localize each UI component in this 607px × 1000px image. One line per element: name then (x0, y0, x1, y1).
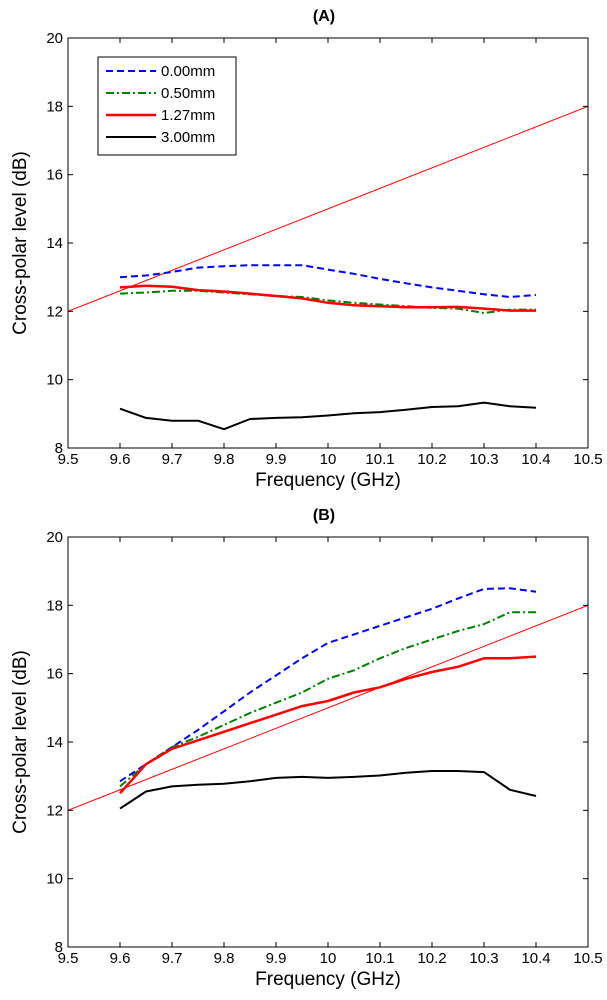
x-tick-label: 9.6 (110, 950, 131, 967)
y-tick-label: 12 (46, 303, 63, 320)
x-axis-label: Frequency (GHz) (255, 969, 401, 990)
series-line-0.50mm (119, 611, 536, 788)
reference-line (68, 105, 588, 312)
y-tick-label: 10 (46, 871, 63, 888)
x-tick-label: 9.9 (266, 950, 287, 967)
x-tick-label: 10.2 (417, 451, 446, 468)
y-tick-label: 20 (46, 30, 63, 47)
legend-label: 0.50mm (161, 85, 215, 102)
y-tick-label: 10 (46, 372, 63, 389)
series-line-0.00mm (119, 264, 537, 298)
y-tick-label: 20 (46, 529, 63, 546)
x-tick-label: 9.8 (214, 950, 235, 967)
x-tick-label: 10.3 (469, 451, 498, 468)
x-tick-label: 9.7 (162, 451, 183, 468)
chart-marks (68, 587, 588, 811)
x-tick-label: 9.5 (58, 451, 79, 468)
series-line-1.27mm (119, 655, 537, 795)
x-axis-label: Frequency (GHz) (255, 470, 401, 491)
y-axis-label: Cross-polar level (dB) (10, 650, 31, 834)
x-tick-label: 10 (320, 950, 337, 967)
x-tick-label: 9.6 (110, 451, 131, 468)
y-tick-label: 18 (46, 597, 63, 614)
y-tick-labels: 8 10 12 14 16 18 20 (46, 30, 63, 457)
x-tick-label: 10.5 (573, 451, 602, 468)
y-axis-label: Cross-polar level (dB) (10, 151, 31, 335)
x-tick-label: 9.8 (214, 451, 235, 468)
x-tick-label: 10.1 (365, 451, 394, 468)
series-line-1.27mm (119, 284, 536, 312)
series-line-0.50mm (119, 289, 536, 314)
series-line-3.00mm (119, 401, 537, 431)
series-line-0.00mm (119, 587, 537, 783)
y-tick-label: 8 (55, 440, 63, 457)
legend: 0.00mm 0.50mm 1.27mm 3.00mm (97, 56, 237, 156)
y-tick-label: 12 (46, 802, 63, 819)
x-tick-label: 10.2 (417, 950, 446, 967)
y-tick-label: 14 (46, 734, 63, 751)
x-tick-label: 9.5 (58, 950, 79, 967)
plot-frame (67, 536, 589, 948)
chart-marks (68, 105, 588, 431)
chart-panel-b: (B) 9.5 9.6 9.7 9.8 9.9 10 10.1 10.2 10.3 10.4 10.… (10, 507, 603, 990)
series-line-3.00mm (119, 770, 537, 810)
axis-ticks (67, 37, 589, 449)
y-tick-labels: 8 10 12 14 16 18 20 (46, 529, 63, 956)
legend-label: 1.27mm (161, 107, 215, 124)
y-tick-label: 8 (55, 939, 63, 956)
y-tick-label: 14 (46, 235, 63, 252)
y-tick-label: 18 (46, 98, 63, 115)
x-tick-labels: 9.5 9.6 9.7 9.8 9.9 10 10.1 10.2 10.3 10.4 10.5 (58, 451, 603, 468)
x-tick-label: 10.3 (469, 950, 498, 967)
y-tick-label: 16 (46, 167, 63, 184)
x-tick-label: 10.1 (365, 950, 394, 967)
x-tick-label: 9.9 (266, 451, 287, 468)
reference-line (68, 604, 588, 811)
x-tick-labels: 9.5 9.6 9.7 9.8 9.9 10 10.1 10.2 10.3 10.4 10.5 (58, 950, 603, 967)
legend-label: 3.00mm (161, 129, 215, 146)
x-tick-label: 10 (320, 451, 337, 468)
axis-ticks (67, 536, 589, 948)
chart-panel-a: (A) 9.5 9.6 9.7 9.8 9.9 10 10.1 10.2 10.3 10.4 10.… (10, 8, 603, 491)
x-tick-label: 10.5 (573, 950, 602, 967)
chart-title: (A) (313, 8, 335, 25)
legend-label: 0.00mm (161, 63, 215, 80)
y-tick-label: 16 (46, 666, 63, 683)
x-tick-label: 10.4 (521, 950, 550, 967)
x-tick-label: 10.4 (521, 451, 550, 468)
x-tick-label: 9.7 (162, 950, 183, 967)
chart-title: (B) (313, 507, 335, 524)
legend-box (97, 56, 237, 156)
